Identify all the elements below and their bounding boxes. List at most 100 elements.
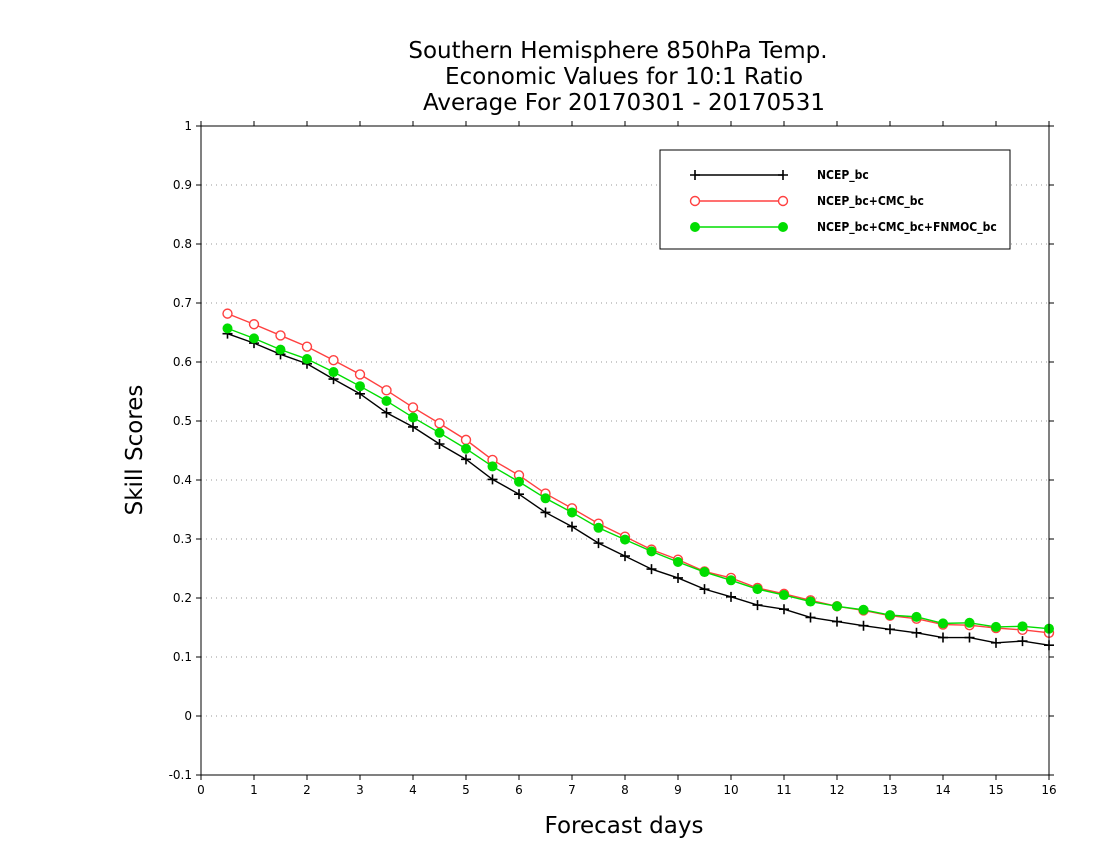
x-tick-label: 9	[674, 783, 682, 797]
data-point	[381, 407, 392, 418]
data-point	[805, 612, 816, 623]
data-point	[593, 522, 604, 533]
x-tick-label: 1	[250, 783, 258, 797]
data-point	[275, 344, 286, 355]
data-point	[699, 567, 710, 578]
x-tick-label: 12	[829, 783, 844, 797]
data-point	[249, 333, 259, 344]
data-point	[540, 493, 551, 504]
data-point	[911, 627, 922, 638]
legend-item: NCEP_bc+CMC_bc+FNMOC_bc	[690, 220, 997, 235]
x-tick-label: 2	[303, 783, 311, 797]
x-tick-label: 15	[988, 783, 1003, 797]
series-layer	[222, 308, 1055, 651]
data-point	[832, 601, 842, 612]
data-point	[514, 476, 524, 487]
title-line-1: Southern Hemisphere 850hPa Temp.	[408, 38, 827, 64]
data-point	[646, 564, 657, 575]
data-point	[461, 454, 471, 465]
data-point	[991, 637, 1001, 648]
data-point	[752, 584, 763, 595]
y-axis-label: Skill Scores	[122, 385, 148, 516]
y-tick-label: 0.9	[173, 178, 192, 192]
y-axis: -0.1 0 0.1 0.2 0.3 0.4 0.5 0.6 0.7 0.8 0.9 1	[169, 119, 1054, 782]
x-axis-label: Forecast days	[545, 813, 704, 839]
data-point	[487, 474, 498, 485]
y-tick-label: -0.1	[169, 768, 192, 782]
data-point	[646, 546, 657, 557]
legend-marker-right	[777, 195, 789, 207]
legend-item: NCEP_bc+CMC_bc	[689, 194, 924, 209]
y-tick-label: 0	[184, 709, 192, 723]
y-tick-label: 0.1	[173, 650, 192, 664]
data-point	[434, 427, 445, 438]
x-tick-label: 5	[462, 783, 470, 797]
legend-label: NCEP_bc+CMC_bc+FNMOC_bc	[817, 220, 997, 235]
data-point	[991, 621, 1001, 632]
y-tick-label: 0.2	[173, 591, 192, 605]
data-point	[938, 632, 948, 643]
x-tick-label: 11	[776, 783, 791, 797]
x-tick-label: 16	[1041, 783, 1056, 797]
legend-marker-left	[689, 195, 701, 207]
title-line-3: Average For 20170301 - 20170531	[423, 90, 825, 116]
data-point	[407, 402, 419, 413]
x-tick-label: 0	[197, 783, 205, 797]
data-point	[938, 618, 948, 629]
data-point	[964, 617, 975, 628]
series-line	[227, 333, 1050, 646]
series-2	[222, 308, 1055, 639]
data-point	[381, 395, 392, 406]
data-point	[752, 600, 763, 611]
data-point	[248, 319, 260, 330]
data-point	[514, 489, 524, 500]
data-point	[858, 620, 869, 631]
data-point	[1017, 636, 1028, 647]
y-tick-label: 0.8	[173, 237, 192, 251]
data-point	[567, 507, 577, 518]
y-tick-label: 0.3	[173, 532, 192, 546]
x-tick-label: 7	[568, 783, 576, 797]
y-tick-label: 0.4	[173, 473, 192, 487]
data-point	[540, 507, 551, 518]
legend-label: NCEP_bc	[817, 168, 869, 183]
x-tick-label: 13	[882, 783, 897, 797]
x-tick-label: 4	[409, 783, 417, 797]
data-point	[673, 557, 683, 568]
data-point	[222, 308, 233, 319]
x-tick-label: 14	[935, 783, 950, 797]
data-point	[885, 624, 895, 635]
data-point	[620, 534, 630, 545]
series-1	[222, 328, 1054, 651]
plot-frame	[200, 125, 1050, 776]
y-tick-label: 1	[184, 119, 192, 133]
series-3	[222, 323, 1054, 634]
legend: NCEP_bc NCEP_bc+CMC_bc NCEP_bc+CMC_bc+FNMO…	[659, 149, 1011, 250]
legend-label: NCEP_bc+CMC_bc	[817, 194, 924, 209]
data-point	[858, 604, 869, 615]
data-point	[301, 341, 313, 352]
y-tick-label: 0.7	[173, 296, 192, 310]
data-point	[567, 521, 577, 532]
legend-marker-left	[690, 170, 700, 180]
data-point	[726, 575, 736, 586]
chart-title: Southern Hemisphere 850hPa Temp. Economi…	[408, 38, 827, 116]
legend-marker-right	[778, 170, 788, 180]
gridlines	[201, 184, 1049, 717]
data-point	[355, 381, 365, 392]
data-point	[779, 604, 789, 615]
data-point	[222, 323, 233, 334]
data-point	[354, 369, 366, 380]
data-point	[408, 421, 418, 432]
legend-item: NCEP_bc	[690, 168, 869, 183]
data-point	[487, 461, 498, 472]
y-tick-label: 0.6	[173, 355, 192, 369]
x-tick-label: 8	[621, 783, 629, 797]
data-point	[434, 418, 445, 429]
data-point	[434, 439, 445, 450]
data-point	[461, 443, 471, 454]
x-tick-label: 10	[723, 783, 738, 797]
legend-box	[659, 149, 1011, 250]
data-point	[726, 591, 736, 602]
